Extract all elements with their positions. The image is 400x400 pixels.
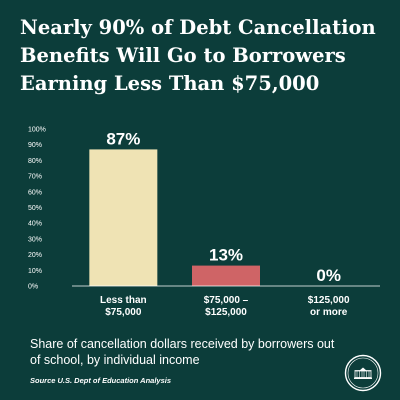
- y-tick-label: 0%: [28, 284, 38, 291]
- source-note: Source U.S. Dept of Education Analysis: [30, 376, 171, 385]
- y-tick-label: 80%: [28, 158, 42, 165]
- y-tick-label: 90%: [28, 142, 42, 149]
- y-tick-label: 70%: [28, 174, 42, 181]
- y-tick-label: 30%: [28, 236, 42, 243]
- y-tick-label: 60%: [28, 189, 42, 196]
- y-tick-label: 50%: [28, 205, 42, 212]
- y-tick-label: 100%: [28, 127, 46, 134]
- category-label: $125,000 or more: [308, 295, 350, 318]
- chart-caption: Share of cancellation dollars received b…: [30, 337, 335, 367]
- category-label: Less than $75,000: [100, 295, 147, 318]
- y-tick-label: 20%: [28, 252, 42, 259]
- white-house-seal-icon: [344, 354, 382, 392]
- data-label: 13%: [209, 246, 243, 265]
- data-label: 87%: [106, 129, 140, 148]
- y-tick-label: 40%: [28, 221, 42, 228]
- bar: [89, 149, 158, 286]
- bar: [192, 265, 260, 286]
- y-tick-label: 10%: [28, 268, 42, 275]
- chart-title: Nearly 90% of Debt Cancellation Benefits…: [20, 16, 376, 95]
- data-label: 0%: [316, 266, 341, 285]
- category-label: $75,000 – $125,000: [204, 295, 249, 318]
